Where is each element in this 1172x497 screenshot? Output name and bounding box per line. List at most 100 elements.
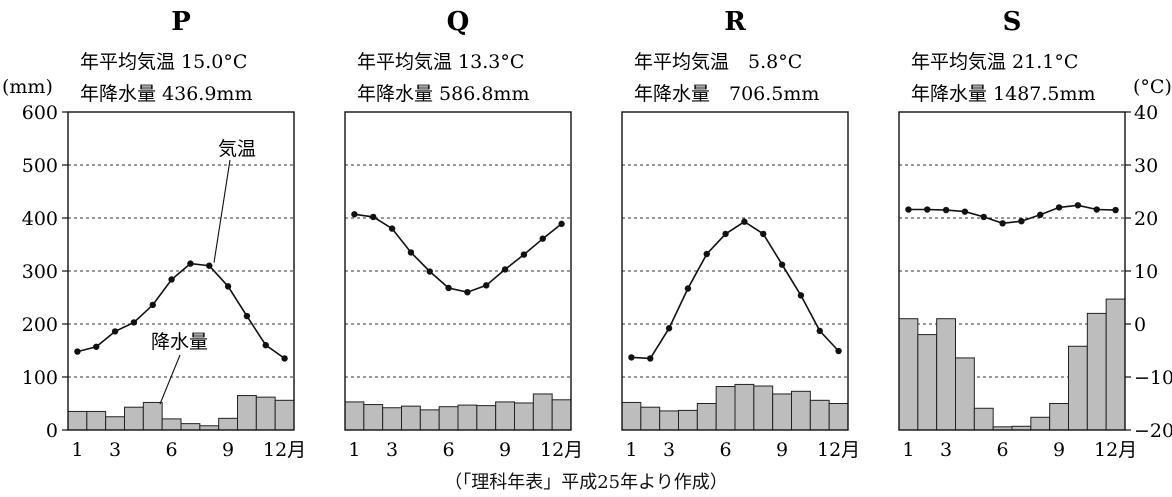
annual-precipitation-label: 年降水量 706.5mm xyxy=(634,83,819,105)
precipitation-annotation: 降水量 xyxy=(151,331,208,353)
month-tick-label: 3 xyxy=(109,439,121,461)
chart-panel-R: R 年平均気温 5.8°C 年降水量 706.5mm 1 3 6 9 12月 xyxy=(621,7,860,461)
precipitation-bar xyxy=(274,399,295,431)
month-tick-label: 1 xyxy=(902,439,914,461)
precipitation-bar xyxy=(809,399,830,431)
temperature-point xyxy=(741,218,748,225)
precipitation-bar xyxy=(86,410,107,431)
precipitation-bar xyxy=(696,403,717,431)
temperature-point xyxy=(1074,202,1082,209)
temperature-point xyxy=(1018,217,1025,225)
chart-title: P xyxy=(171,7,191,37)
month-tick-label: 9 xyxy=(776,439,788,461)
temperature-point xyxy=(1093,206,1100,213)
precipitation-bar xyxy=(382,407,402,431)
temperature-point xyxy=(243,312,251,320)
precipitation-bar xyxy=(67,410,88,431)
precip-tick-label: 100 xyxy=(22,367,58,389)
temperature-point xyxy=(980,213,987,221)
temperature-point xyxy=(961,208,969,215)
temperature-point xyxy=(168,276,175,283)
month-tick-label: 3 xyxy=(940,439,952,461)
temperature-point xyxy=(628,354,635,361)
temperature-point xyxy=(835,347,842,355)
temp-tick-label: 40 xyxy=(1134,102,1158,124)
month-tick-label: 6 xyxy=(997,439,1009,461)
temperature-point xyxy=(370,213,377,221)
precipitation-bar xyxy=(532,393,553,431)
precipitation-bar xyxy=(640,406,661,431)
temp-tick-label: 20 xyxy=(1134,208,1158,230)
month-tick-label: 6 xyxy=(443,439,455,461)
temperature-point xyxy=(149,301,156,309)
precipitation-bar xyxy=(753,385,774,431)
precip-tick-label: 0 xyxy=(46,420,58,442)
temperature-point xyxy=(1037,211,1044,219)
temperature-line xyxy=(908,204,1116,225)
precipitation-bar xyxy=(791,390,811,431)
precipitation-bar xyxy=(514,402,534,431)
annual-temperature-label: 年平均気温 21.1°C xyxy=(911,51,1078,73)
temperature-annotation: 気温 xyxy=(218,138,256,160)
month-tick-label: 1 xyxy=(625,439,637,461)
month-tick-label: 6 xyxy=(166,439,178,461)
month-tick-label: 3 xyxy=(386,439,398,461)
temperature-point xyxy=(797,292,805,299)
annual-precipitation-label: 年降水量 436.9mm xyxy=(80,83,252,105)
temperature-point xyxy=(924,206,931,213)
precipitation-bar xyxy=(1049,403,1069,431)
temperature-point xyxy=(520,251,528,258)
temperature-point xyxy=(558,220,565,228)
month-tick-label: 6 xyxy=(720,439,732,461)
precipitation-bar xyxy=(1030,416,1051,431)
temperature-point xyxy=(501,266,509,273)
temperature-point xyxy=(703,250,710,258)
temperature-point xyxy=(665,325,673,332)
temperature-point xyxy=(464,289,471,296)
precip-tick-label: 300 xyxy=(22,261,58,283)
precip-tick-label: 600 xyxy=(22,102,58,124)
precipitation-leader-line xyxy=(159,354,181,405)
precipitation-bar xyxy=(772,393,793,431)
precipitation-bar xyxy=(1086,312,1107,431)
temperature-point xyxy=(942,206,950,214)
annual-precipitation-label: 年降水量 1487.5mm xyxy=(911,83,1096,105)
temp-tick-label: −10 xyxy=(1134,367,1172,389)
temperature-point xyxy=(187,260,194,267)
month-tick-label: 9 xyxy=(222,439,234,461)
precipitation-bar xyxy=(551,399,572,431)
precipitation-bar xyxy=(237,395,257,431)
chart-panel-P: P 年平均気温 15.0°C 年降水量 436.9mm 1 3 6 9 12月 0 100 200 3… xyxy=(22,7,306,461)
temp-tick-label: 0 xyxy=(1134,314,1146,336)
temperature-line xyxy=(631,220,840,360)
temperature-point xyxy=(111,328,119,335)
precipitation-bar xyxy=(936,318,957,431)
precipitation-bar xyxy=(955,357,975,431)
temp-tick-label: −20 xyxy=(1134,420,1172,442)
temperature-point xyxy=(224,283,232,290)
annual-temperature-label: 年平均気温 13.3°C xyxy=(357,51,524,73)
precipitation-bar xyxy=(255,396,276,431)
precipitation-bar xyxy=(105,416,125,431)
temperature-line xyxy=(354,213,563,294)
precipitation-bar xyxy=(1068,345,1088,431)
precipitation-bar xyxy=(621,401,642,431)
temperature-point xyxy=(281,355,288,362)
temperature-point xyxy=(999,220,1006,227)
month-tick-label: 12月 xyxy=(817,439,860,461)
precipitation-bar xyxy=(495,401,515,431)
chart-title: S xyxy=(1003,7,1022,37)
precipitation-bar xyxy=(476,405,497,431)
precipitation-bar xyxy=(363,404,384,431)
precipitation-bar xyxy=(344,401,365,431)
temperature-point xyxy=(426,268,433,275)
month-tick-label: 12月 xyxy=(1094,439,1137,461)
left-axis-unit: (mm) xyxy=(2,76,53,98)
month-tick-label: 3 xyxy=(663,439,675,461)
temperature-point xyxy=(74,348,81,355)
temperature-point xyxy=(351,211,358,218)
temperature-point xyxy=(445,284,452,292)
precipitation-bar xyxy=(124,406,144,431)
source-note: （「理科年表」平成25年より作成） xyxy=(444,472,728,493)
